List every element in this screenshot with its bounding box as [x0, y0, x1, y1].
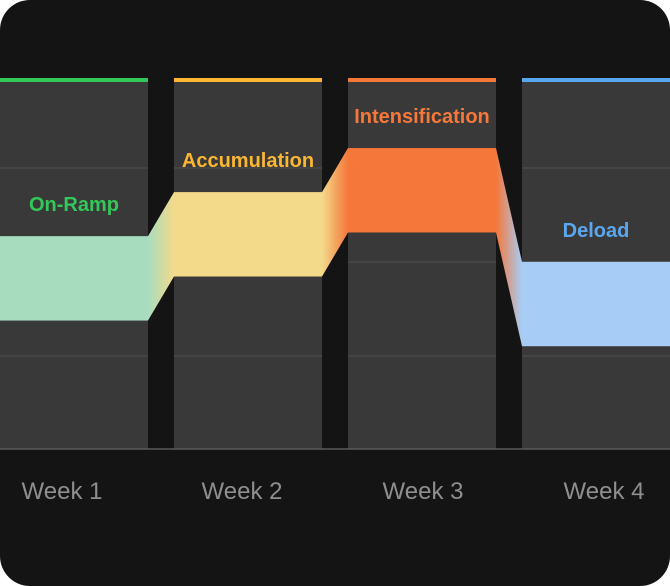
phase-band — [348, 148, 496, 233]
phase-accent-bars — [0, 78, 670, 82]
phase-labels: On-Ramp Accumulation Intensification Deload — [29, 106, 629, 242]
phase-label: Intensification — [354, 106, 490, 128]
week-labels: Week 1 Week 2 Week 3 Week 4 — [22, 478, 645, 505]
phase-accent-bar — [348, 78, 496, 82]
phase-accent-bar — [522, 78, 670, 82]
week-label: Week 2 — [202, 478, 283, 505]
phase-band — [0, 236, 148, 321]
phase-accent-bar — [0, 78, 148, 82]
phase-band — [174, 192, 322, 277]
phase-connectors — [148, 148, 522, 347]
phase-label: Deload — [563, 220, 630, 242]
week-label: Week 1 — [22, 478, 103, 505]
phase-connector — [148, 192, 174, 321]
phase-accent-bar — [174, 78, 322, 82]
week-label: Week 4 — [564, 478, 645, 505]
phase-connector — [496, 148, 522, 347]
week-label: Week 3 — [383, 478, 464, 505]
phase-label: Accumulation — [182, 150, 314, 172]
phase-band — [522, 261, 670, 347]
phase-connector — [322, 148, 348, 277]
week-column — [348, 82, 496, 449]
phase-label: On-Ramp — [29, 194, 119, 216]
phase-bands — [0, 148, 670, 347]
